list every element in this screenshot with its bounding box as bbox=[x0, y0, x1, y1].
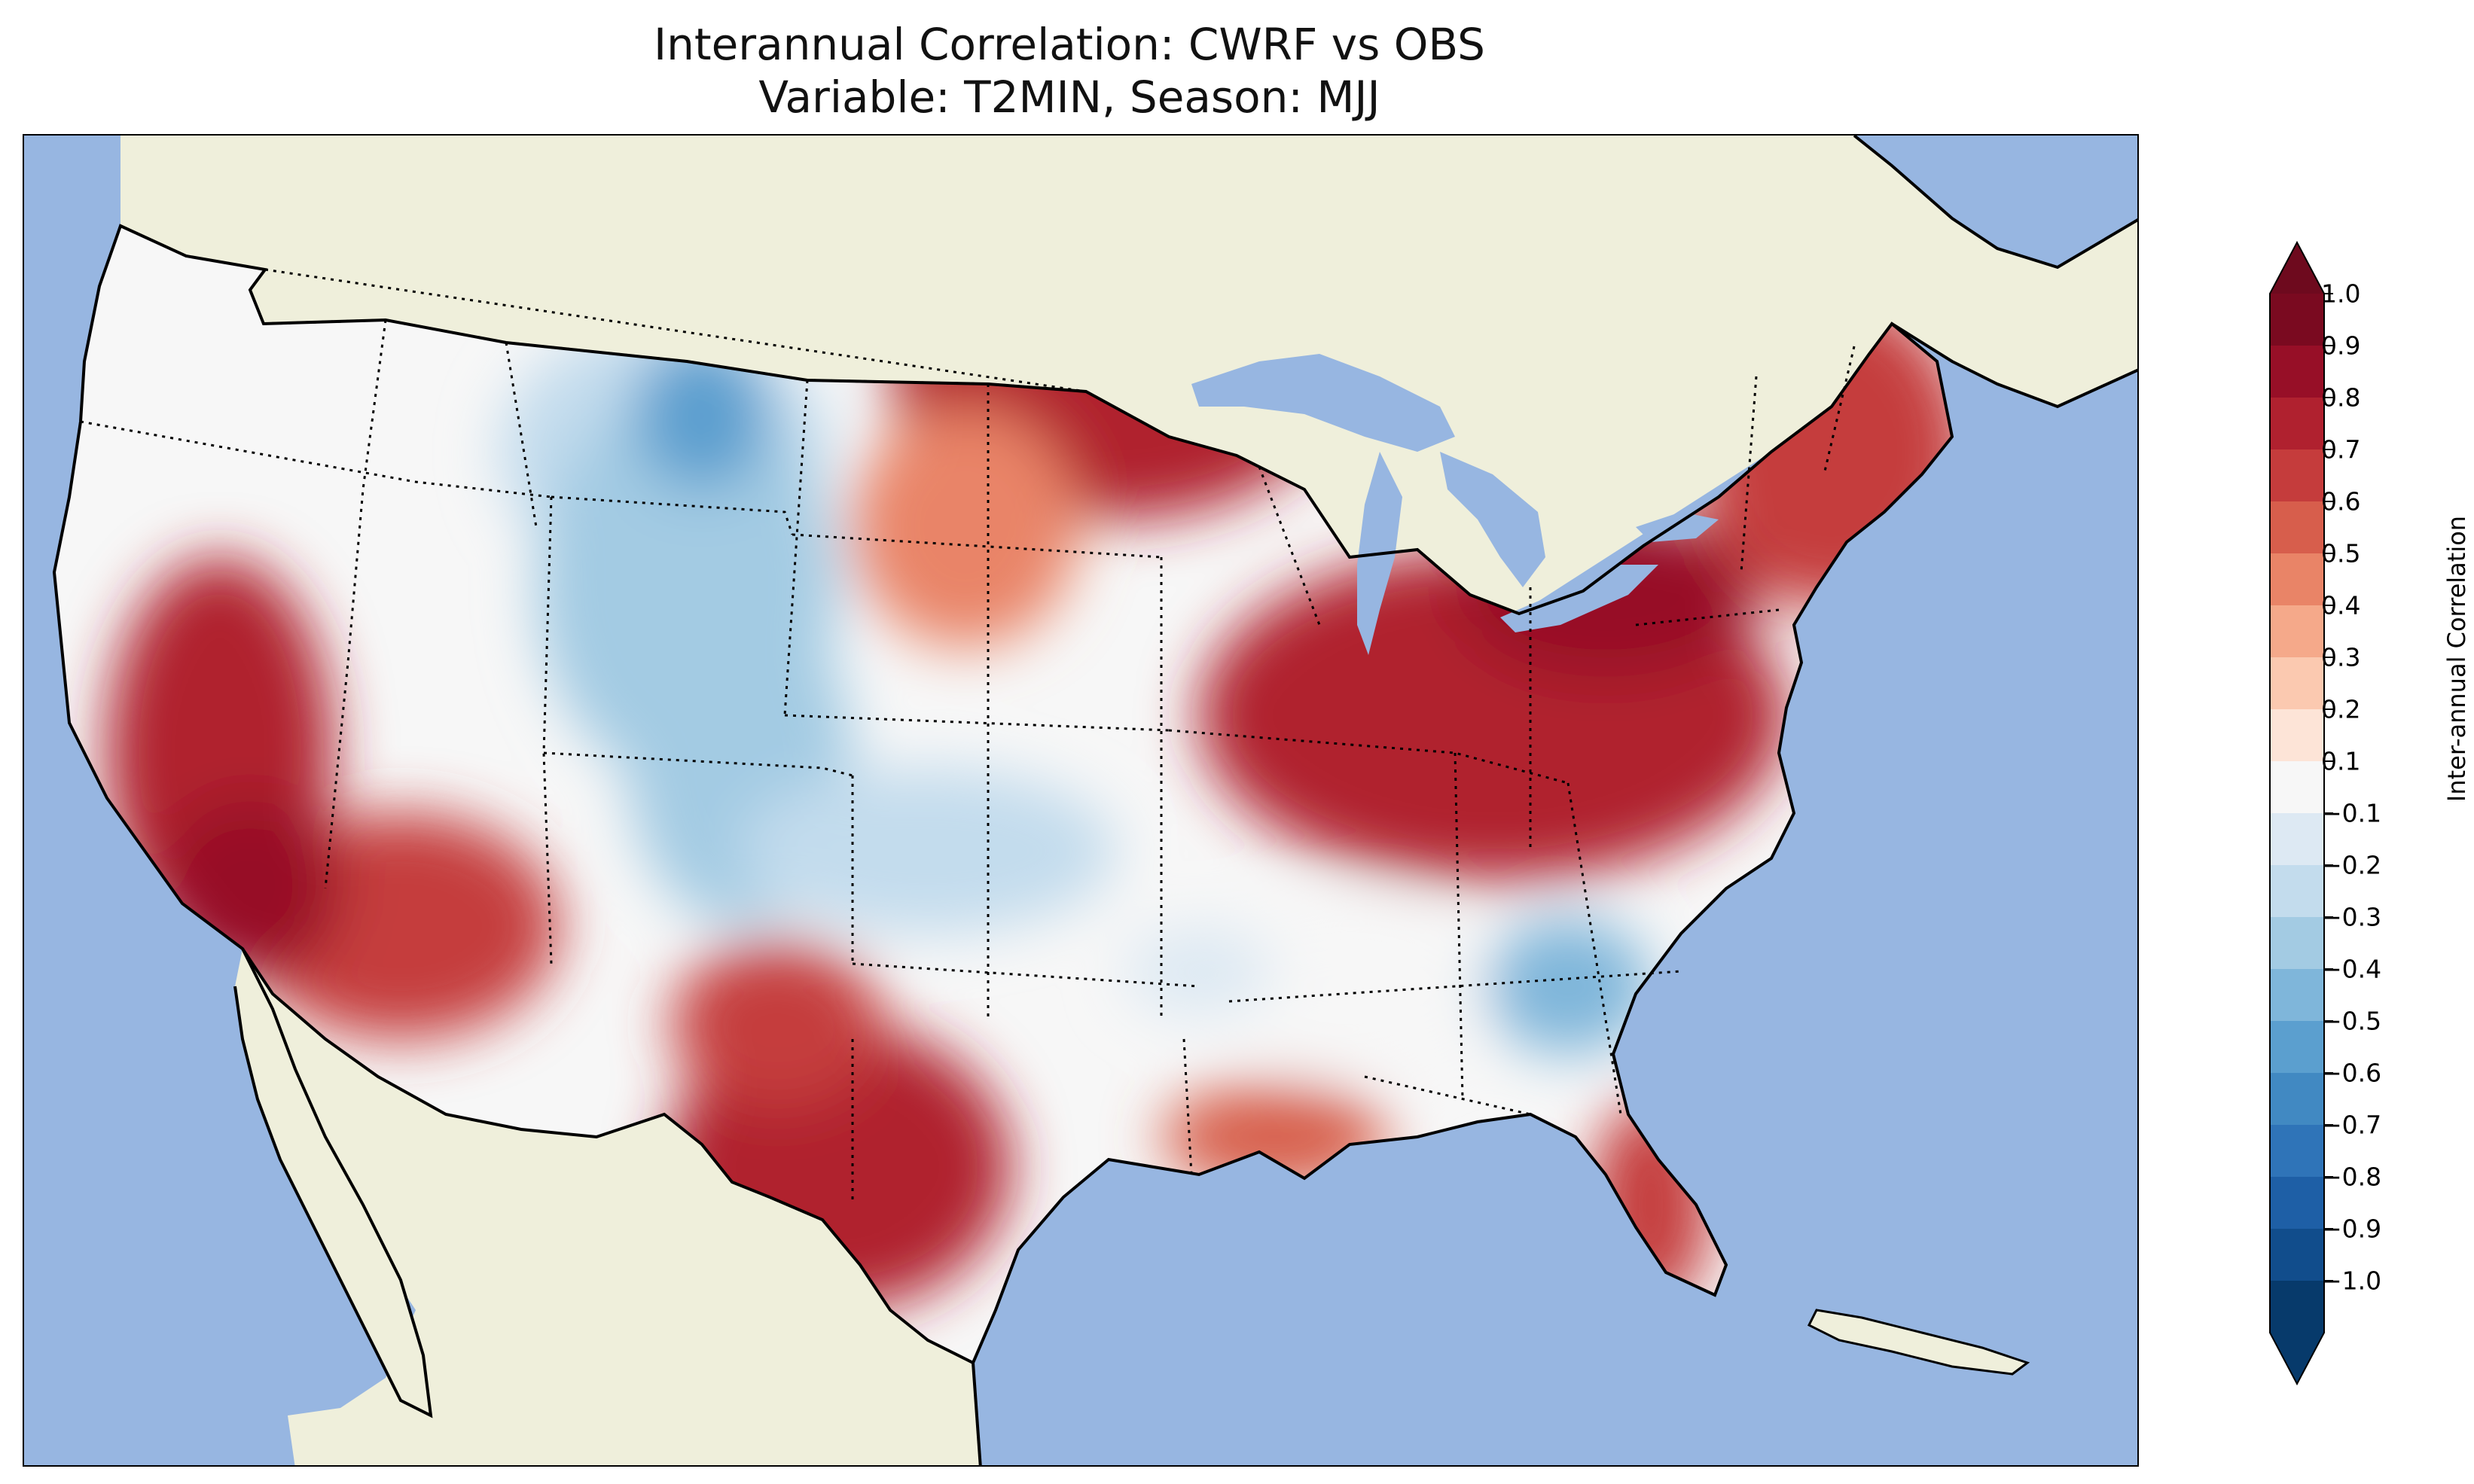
colorbar-swatch bbox=[2270, 294, 2324, 346]
canada-east-coastline bbox=[1890, 322, 2137, 409]
colorbar-tickmarks bbox=[2324, 293, 2333, 1281]
colorbar-swatch bbox=[2270, 1021, 2324, 1074]
colorbar-swatch bbox=[2270, 657, 2324, 710]
colorbar-tick-label: −0.9 bbox=[2321, 1214, 2382, 1244]
colorbar-swatch bbox=[2270, 865, 2324, 918]
colorbar-swatch bbox=[2270, 1281, 2324, 1333]
map-frame bbox=[23, 134, 2139, 1467]
colorbar-swatch bbox=[2270, 1073, 2324, 1126]
field-oklahoma bbox=[1124, 926, 1274, 1016]
colorbar-tick-label: −0.4 bbox=[2321, 954, 2382, 984]
colorbar-swatches bbox=[2270, 294, 2324, 1333]
colorbar-tick-label: 1.0 bbox=[2321, 279, 2361, 309]
colorbar-swatch bbox=[2270, 709, 2324, 762]
field-kansas bbox=[740, 768, 1116, 934]
colorbar-swatch bbox=[2270, 605, 2324, 658]
labrador-coastline bbox=[1853, 136, 2137, 270]
map-title-line-2: Variable: T2MIN, Season: MJJ bbox=[758, 72, 1380, 123]
colorbar-tick-label: 0.8 bbox=[2321, 382, 2361, 413]
field-dakotas bbox=[853, 407, 1078, 648]
field-west-texas bbox=[672, 941, 883, 1107]
country-borders bbox=[263, 318, 1871, 593]
colorbar-swatch bbox=[2270, 553, 2324, 606]
colorbar-swatch bbox=[2270, 813, 2324, 866]
lake-superior bbox=[1191, 354, 1455, 452]
colorbar-swatch bbox=[2270, 969, 2324, 1022]
lake-erie bbox=[1500, 565, 1658, 632]
colorbar-over-arrow bbox=[2270, 242, 2324, 294]
colorbar-tick-label: −0.8 bbox=[2321, 1162, 2382, 1192]
colorbar-tick-label: −0.3 bbox=[2321, 902, 2382, 932]
mexico-land bbox=[243, 949, 981, 1465]
colorbar-swatch bbox=[2270, 398, 2324, 450]
state-borders bbox=[80, 268, 1856, 1205]
colorbar-tick-label: 0.3 bbox=[2321, 642, 2361, 672]
colorbar-swatch bbox=[2270, 1229, 2324, 1281]
colorbar-tick-label: 0.1 bbox=[2321, 746, 2361, 776]
lake-ontario bbox=[1636, 512, 1719, 542]
colorbar-label: Inter-annual Correlation bbox=[2442, 515, 2471, 803]
colorbar-tick-label: −0.1 bbox=[2321, 798, 2382, 828]
field-wyoming-core bbox=[634, 339, 770, 489]
colorbar-swatch bbox=[2270, 346, 2324, 398]
field-mid-south bbox=[1214, 904, 1485, 1069]
lake-huron bbox=[1440, 452, 1545, 587]
colorbar-swatch bbox=[2270, 449, 2324, 502]
colorbar-tick-label: −0.5 bbox=[2321, 1006, 2382, 1036]
colorbar-swatch bbox=[2270, 1125, 2324, 1178]
canada-land bbox=[120, 136, 2137, 614]
colorbar-tick-label: 0.4 bbox=[2321, 590, 2361, 620]
colorbar-tick-label: −0.6 bbox=[2321, 1058, 2382, 1088]
baja-california-land bbox=[235, 949, 431, 1415]
colorbar-tick-label: −0.7 bbox=[2321, 1110, 2382, 1140]
colorbar bbox=[2269, 241, 2333, 1385]
mexico-coastline bbox=[233, 948, 433, 1418]
colorbar-tick-label: −1.0 bbox=[2321, 1266, 2382, 1296]
gulf-mexico-coastline bbox=[972, 1362, 982, 1465]
colorbar-tick-label: 0.2 bbox=[2321, 694, 2361, 724]
colorbar-tick-label: 0.9 bbox=[2321, 331, 2361, 361]
colorbar-tick-label: −0.2 bbox=[2321, 850, 2382, 880]
correlation-map bbox=[24, 136, 2137, 1465]
map-title-line-1: Interannual Correlation: CWRF vs OBS bbox=[653, 19, 1485, 70]
colorbar-swatch bbox=[2270, 917, 2324, 970]
colorbar-swatch bbox=[2270, 761, 2324, 814]
colorbar-under-arrow bbox=[2270, 1333, 2324, 1384]
cuba-island bbox=[1807, 1309, 2030, 1376]
land-areas bbox=[120, 136, 2137, 1465]
colorbar-tick-label: 0.6 bbox=[2321, 486, 2361, 517]
colorbar-tick-label: 0.5 bbox=[2321, 538, 2361, 568]
colorbar-outline bbox=[2269, 241, 2325, 1385]
coastlines bbox=[53, 136, 2137, 1465]
field-carolinas bbox=[1485, 919, 1651, 1054]
colorbar-tick-label: 0.7 bbox=[2321, 434, 2361, 465]
colorbar-swatch bbox=[2270, 501, 2324, 554]
colorbar-swatch bbox=[2270, 1177, 2324, 1230]
